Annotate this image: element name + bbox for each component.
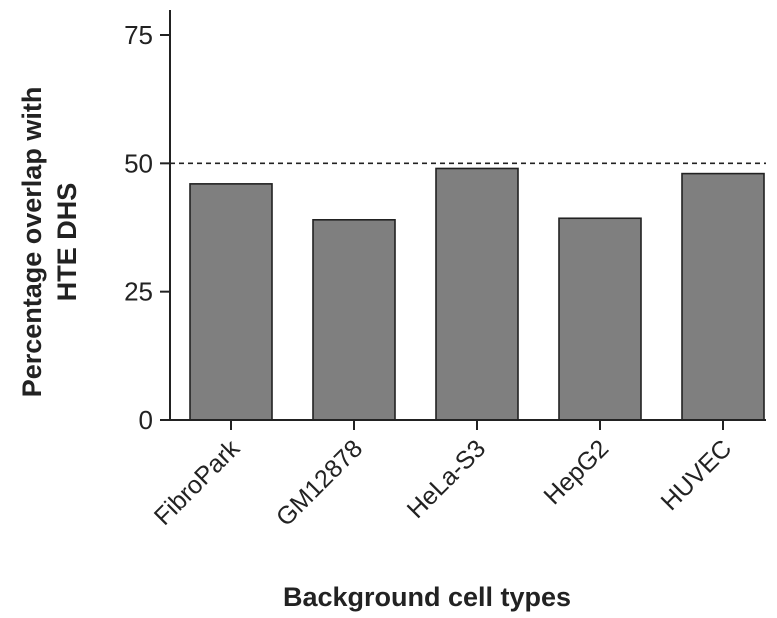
bar-huvec <box>681 172 765 421</box>
bar-hepg2 <box>558 217 642 421</box>
y-axis-title: Percentage overlap with HTE DHS <box>17 87 82 398</box>
y-tick-label-75: 75 <box>124 20 153 50</box>
bar-hela-s3 <box>435 167 519 421</box>
x-tick-label-fibropark: FibroPark <box>149 434 246 531</box>
bar-gm12878 <box>312 219 396 421</box>
x-tick-label-hela-s3: HeLa-S3 <box>402 434 492 524</box>
y-axis-title-line-1: Percentage overlap with <box>17 87 47 398</box>
y-tick-label-50: 50 <box>124 148 153 178</box>
y-tick-label-0: 0 <box>139 405 153 435</box>
x-tick-label-gm12878: GM12878 <box>271 434 368 531</box>
x-tick-label-huvec: HUVEC <box>656 434 738 516</box>
x-axis-title: Background cell types <box>283 582 571 612</box>
bar-fibropark <box>189 183 273 421</box>
y-tick-label-25: 25 <box>124 277 153 307</box>
y-axis-title-line-2: HTE DHS <box>52 183 82 302</box>
x-tick-label-hepg2: HepG2 <box>538 434 614 510</box>
